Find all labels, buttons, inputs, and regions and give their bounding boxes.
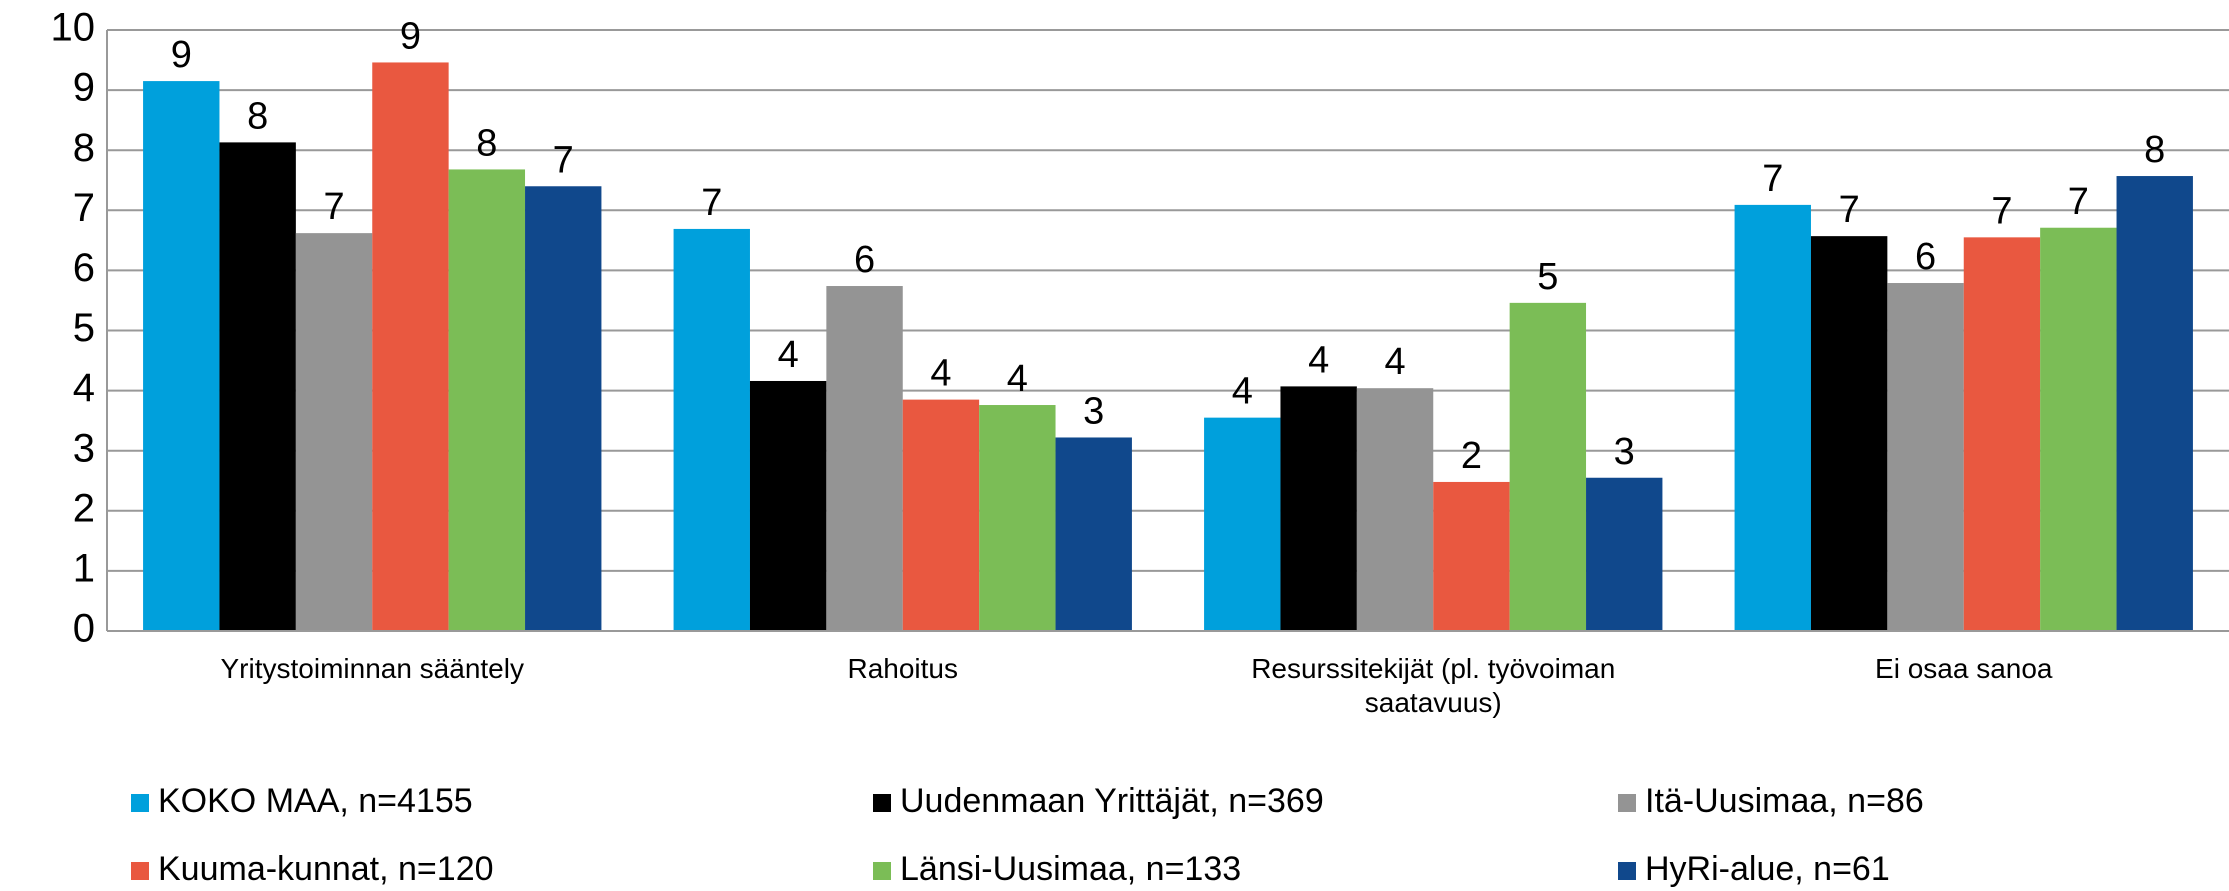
value-label: 7 [323,186,344,228]
bar [525,186,602,631]
bar [1204,417,1281,631]
value-label: 7 [553,139,574,181]
bar [1280,386,1357,631]
y-tick-label: 7 [73,186,95,230]
bar [1810,236,1888,631]
y-tick-label: 6 [73,246,95,290]
value-label: 4 [930,353,951,395]
value-label: 2 [1461,435,1482,477]
legend-swatch [873,794,891,812]
legend-swatch [873,862,891,880]
y-tick-label: 8 [73,126,95,170]
legend-swatch [1618,862,1636,880]
value-label: 8 [476,122,497,164]
bar [295,233,373,631]
bar [826,286,903,631]
bar [902,399,980,631]
legend-swatch [131,794,149,812]
value-label: 3 [1614,431,1635,473]
value-label: 4 [1384,341,1405,383]
y-tick-label: 10 [51,6,96,50]
x-tick-label: Rahoitus [847,653,958,684]
value-label: 6 [1915,236,1936,278]
bar [2040,227,2117,631]
bar [372,62,449,632]
bar [1734,204,1811,632]
legend-label: Länsi-Uusimaa, n=133 [900,850,1241,888]
x-tick-label: Resurssitekijät (pl. työvoiman saatavuus… [1251,653,1616,718]
bar [1963,237,2041,631]
legend-label: HyRi-alue, n=61 [1645,850,1890,888]
value-label: 4 [1007,358,1028,400]
bar [673,228,750,631]
x-tick-label: Yritystoiminnan sääntely [220,653,524,684]
value-label: 9 [171,34,192,76]
value-label: 4 [778,334,799,376]
value-label: 8 [2144,129,2165,171]
value-label: 4 [1232,371,1253,413]
bar [749,380,827,631]
value-label: 7 [2068,181,2089,223]
bar [143,81,220,631]
bar [219,142,296,631]
bar [448,169,526,631]
bar [979,405,1056,631]
bar [1433,481,1510,631]
y-tick-label: 4 [73,366,95,410]
legend-swatch [1618,794,1636,812]
value-label: 7 [701,182,722,224]
bar [1586,477,1663,631]
legend-swatch [131,862,149,880]
legend-label: Itä-Uusimaa, n=86 [1645,782,1924,820]
value-label: 6 [854,239,875,281]
legend-label: Kuuma-kunnat, n=120 [158,850,494,888]
y-tick-label: 3 [73,426,95,470]
x-tick-label: Ei osaa sanoa [1875,653,2053,684]
y-tick-label: 1 [73,546,95,590]
legend-label: KOKO MAA, n=4155 [158,782,473,820]
value-label: 7 [1762,158,1783,200]
bar [1509,302,1587,631]
value-label: 4 [1308,339,1329,381]
bar [1356,388,1434,631]
y-tick-label: 2 [73,486,95,530]
bar [1887,283,1964,631]
bar [2116,176,2193,631]
value-label: 8 [247,95,268,137]
y-tick-label: 5 [73,306,95,350]
value-label: 3 [1083,391,1104,433]
y-tick-label: 0 [73,607,95,651]
value-label: 7 [1991,190,2012,232]
y-tick-label: 9 [73,66,95,110]
value-label: 9 [400,15,421,57]
bar [1055,437,1132,631]
legend-label: Uudenmaan Yrittäjät, n=369 [900,782,1324,820]
value-label: 7 [1839,189,1860,231]
value-label: 5 [1537,256,1558,298]
